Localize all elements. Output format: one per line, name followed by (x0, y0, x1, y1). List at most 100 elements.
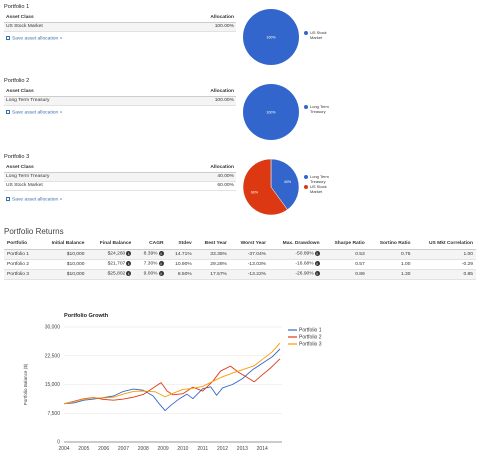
column-header: Sharpe Ratio (322, 239, 368, 250)
x-tick-label: 2014 (257, 446, 268, 452)
column-header: Worst Year (229, 239, 270, 250)
asset-allocation: 60.00% (150, 181, 236, 191)
asset-class-header: Asset Class (4, 163, 151, 173)
pie-slice-label: 100% (266, 36, 276, 40)
table-cell: Portfolio 1 (4, 249, 39, 260)
asset-class-header: Asset Class (4, 13, 143, 23)
table-cell: 0.57 (322, 259, 368, 270)
table-cell: -37.04% (229, 249, 270, 260)
x-tick-label: 2009 (158, 446, 169, 452)
info-circle-icon[interactable]: i (158, 271, 164, 277)
asset-allocation: 40.00% (150, 172, 236, 182)
y-tick-label: 15,000 (45, 382, 61, 388)
table-cell: -13.03% (229, 259, 270, 270)
y-axis-label: Portfolio Balance ($) (23, 363, 28, 405)
column-header: Max. Drawdown (269, 239, 323, 250)
x-tick-label: 2013 (237, 446, 248, 452)
legend-item: US Stock Market (304, 184, 332, 194)
chart-title: Portfolio Growth (64, 313, 109, 319)
portfolio-1-legend: US Stock Market (304, 30, 332, 41)
asset-name: US Stock Market (4, 181, 151, 191)
table-cell: 1.00 (367, 259, 414, 270)
allocation-header: Allocation (142, 13, 236, 23)
column-header: Initial Balance (38, 239, 88, 250)
info-circle-icon[interactable]: i (126, 251, 132, 257)
x-tick-label: 2010 (177, 446, 188, 452)
allocation-header: Allocation (150, 163, 236, 173)
table-cell: $10,000 (38, 259, 88, 270)
pie-slice (242, 158, 288, 216)
portfolio-2-title: Portfolio 2 (4, 78, 30, 84)
info-circle-icon[interactable]: i (126, 271, 132, 277)
asset-allocation: 100.00% (142, 22, 236, 32)
y-tick-label: 22,500 (45, 353, 61, 359)
save-allocation-link-1[interactable]: Save asset allocation » (6, 36, 62, 42)
table-cell: 29.28% (194, 259, 230, 270)
portfolio-returns-title: Portfolio Returns (4, 227, 64, 236)
table-cell: 8.50% (166, 269, 195, 280)
info-circle-icon[interactable]: i (158, 251, 164, 257)
table-cell: 0.53 (322, 249, 368, 260)
info-circle-icon[interactable]: i (314, 271, 320, 277)
table-row: US Stock Market 100.00% (4, 22, 236, 32)
asset-name: Long Term Treasury (4, 172, 151, 182)
save-icon (6, 36, 10, 40)
legend-item: US Stock Market (304, 30, 332, 40)
column-header: Sortino Ratio (367, 239, 414, 250)
save-allocation-link-2[interactable]: Save asset allocation » (6, 110, 62, 116)
portfolio-2-pie-chart: 100% (243, 84, 299, 140)
save-allocation-link-3[interactable]: Save asset allocation » (6, 197, 62, 203)
x-tick-label: 2004 (58, 446, 69, 452)
info-circle-icon[interactable]: i (314, 251, 320, 257)
table-cell: -26.90% i (269, 269, 323, 280)
portfolio-1-allocation-table: Asset Class Allocation US Stock Market 1… (4, 13, 236, 32)
table-row: Portfolio 3 $10,000 $25,802 i 9.00% i 8.50% 17.… (4, 269, 476, 280)
legend-item: Long Term Treasury (304, 174, 332, 184)
info-circle-icon[interactable]: i (126, 261, 132, 267)
table-cell: 14.71% (166, 249, 195, 260)
save-icon (6, 197, 10, 201)
column-header: US Mkt Correlation (413, 239, 476, 250)
portfolio-3-title: Portfolio 3 (4, 154, 30, 160)
info-circle-icon[interactable]: i (314, 261, 320, 267)
column-header: Stdev (166, 239, 195, 250)
table-cell: 33.35% (194, 249, 230, 260)
table-cell: -50.89% i (269, 249, 323, 260)
legend-item: Long Term Treasury (304, 104, 332, 114)
x-tick-label: 2012 (217, 446, 228, 452)
portfolio-returns-table: Portfolio Initial Balance Final Balance CAG… (4, 239, 476, 280)
portfolio-3-allocation-table: Asset Class Allocation Long Term Treasur… (4, 163, 236, 191)
table-cell: Portfolio 2 (4, 259, 39, 270)
info-circle-icon[interactable]: i (158, 261, 164, 267)
asset-class-header: Asset Class (4, 87, 151, 97)
x-tick-label: 2007 (118, 446, 129, 452)
series-line-1 (63, 348, 281, 412)
save-icon (6, 110, 10, 114)
asset-name: Long Term Treasury (4, 96, 151, 106)
table-cell: 9.00% i (134, 269, 167, 280)
pie-slice (270, 158, 300, 211)
table-row: Portfolio 2 $10,000 $21,707 i 7.30% i 10.90% 29… (4, 259, 476, 270)
table-cell: 17.57% (194, 269, 230, 280)
table-cell: $10,000 (38, 249, 88, 260)
legend-label: Portfolio 3 (299, 342, 322, 348)
legend-dot (304, 31, 308, 36)
table-cell: $24,260 i (87, 249, 135, 260)
table-cell: $21,707 i (87, 259, 135, 270)
x-tick-label: 2011 (197, 446, 208, 452)
table-cell: 1.30 (367, 269, 414, 280)
allocation-header: Allocation (150, 87, 236, 97)
series-line-3 (63, 342, 281, 405)
column-header: CAGR (134, 239, 167, 250)
portfolio-growth-chart: Portfolio Growth 0 7,500 15,000 22,500 30,000… (23, 313, 322, 452)
series-line-2 (63, 358, 281, 405)
column-header: Portfolio (4, 239, 39, 250)
table-cell: 8.39% i (134, 249, 167, 260)
table-row: Long Term Treasury 100.00% (4, 96, 236, 106)
portfolio-2-allocation-table: Asset Class Allocation Long Term Treasur… (4, 87, 236, 106)
table-cell: 1.00 (413, 249, 476, 260)
legend-label: Portfolio 1 (299, 328, 322, 334)
table-cell: 0.75 (367, 249, 414, 260)
pie-slice-label: 100% (266, 111, 276, 115)
table-cell: Portfolio 3 (4, 269, 39, 280)
